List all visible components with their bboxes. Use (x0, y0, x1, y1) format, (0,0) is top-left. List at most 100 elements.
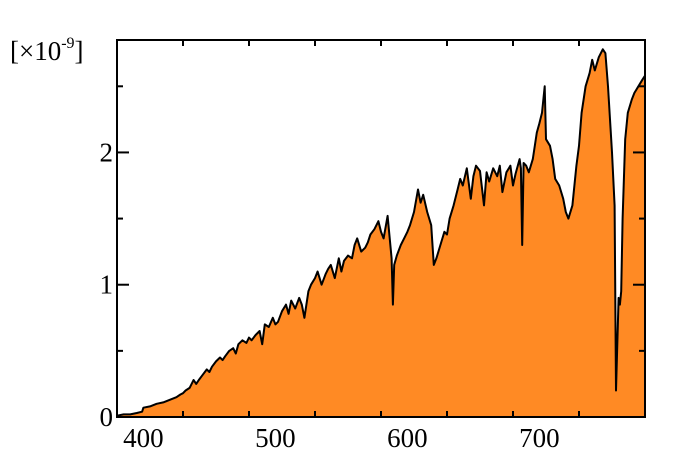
data-point (607, 85, 609, 87)
data-point (354, 244, 356, 246)
data-point (307, 290, 309, 292)
data-point (417, 188, 419, 191)
data-point (509, 165, 511, 167)
data-point (544, 85, 546, 87)
data-point (330, 264, 332, 266)
data-point (420, 202, 422, 204)
data-point (391, 257, 393, 259)
data-point (245, 342, 247, 344)
data-point (475, 165, 477, 167)
data-point (393, 264, 395, 266)
data-point (633, 92, 636, 94)
x-tick-label: 600 (387, 423, 428, 453)
data-point (631, 98, 633, 101)
data-point (512, 184, 514, 187)
data-point (446, 233, 448, 236)
data-point (179, 393, 181, 396)
data-point (486, 171, 488, 173)
data-point (618, 297, 620, 299)
data-point (211, 366, 213, 368)
data-point (136, 412, 138, 414)
data-point (298, 297, 300, 299)
data-point (272, 317, 274, 319)
data-point (462, 184, 464, 187)
data-point (541, 112, 543, 114)
data-point (532, 158, 534, 160)
data-point (449, 218, 451, 220)
data-point (241, 339, 243, 341)
data-point (565, 211, 567, 213)
data-point (268, 326, 270, 328)
data-point (406, 231, 408, 233)
data-point (459, 178, 461, 180)
data-point (248, 337, 250, 339)
data-point (261, 343, 263, 345)
data-point (129, 413, 131, 415)
data-point (288, 313, 290, 315)
data-point (523, 162, 525, 164)
data-point (340, 270, 342, 273)
data-point (277, 321, 279, 323)
data-point (619, 304, 621, 306)
series-line (116, 48, 646, 417)
data-point (457, 188, 459, 191)
data-point (351, 257, 353, 259)
data-point (343, 260, 345, 262)
data-point (185, 389, 187, 392)
data-point (519, 158, 521, 160)
data-point (562, 198, 564, 200)
data-point (435, 257, 437, 259)
data-point (219, 356, 221, 359)
y-scale-suffix: ] (75, 36, 84, 66)
data-point (515, 173, 517, 175)
data-point (470, 198, 472, 200)
data-point (604, 52, 607, 54)
data-point (594, 69, 596, 71)
data-point (142, 407, 144, 409)
data-point (488, 180, 490, 183)
data-point (591, 59, 593, 61)
data-point (360, 251, 362, 253)
data-point (377, 220, 379, 222)
data-point (575, 165, 578, 167)
data-point (433, 264, 435, 266)
data-point (367, 241, 369, 243)
y-tick-label: 0 (100, 402, 114, 432)
data-point (611, 151, 613, 153)
data-point (615, 389, 617, 392)
x-tick-label: 400 (123, 423, 164, 453)
data-point (383, 237, 385, 239)
data-point (453, 204, 455, 206)
data-point (520, 167, 522, 169)
data-point (413, 211, 415, 213)
data-point (321, 284, 323, 286)
data-point (439, 244, 441, 246)
data-point (189, 387, 191, 389)
data-point (521, 244, 523, 246)
data-point (156, 403, 158, 405)
data-point (528, 171, 530, 173)
data-point (571, 204, 574, 206)
data-point (496, 175, 498, 177)
data-point (430, 224, 432, 226)
data-point (208, 371, 210, 373)
data-point (274, 323, 276, 325)
x-tick-label: 500 (255, 423, 296, 453)
data-point (301, 304, 303, 306)
data-point (501, 191, 503, 193)
data-point (314, 277, 316, 279)
data-point (356, 237, 358, 239)
y-scale-exponent: -9 (61, 35, 74, 52)
data-point (422, 194, 424, 196)
data-point (585, 85, 587, 87)
data-point (400, 244, 402, 246)
data-point (264, 323, 266, 325)
data-point (193, 379, 195, 381)
y-scale-prefix: [×10 (10, 36, 61, 66)
data-point (303, 317, 305, 319)
data-point (472, 175, 474, 177)
data-point (622, 218, 624, 220)
data-point (251, 339, 253, 341)
data-point (525, 165, 527, 167)
data-point (373, 228, 375, 230)
